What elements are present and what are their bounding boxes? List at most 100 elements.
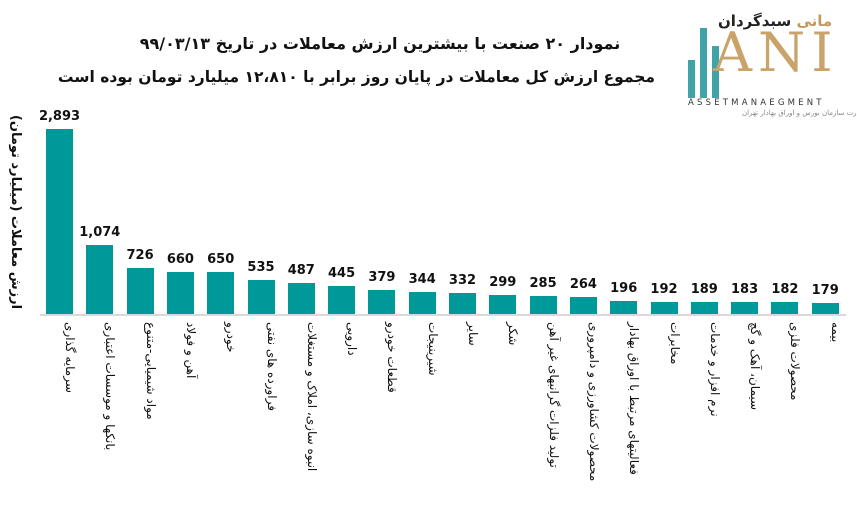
bar xyxy=(449,292,476,314)
bar xyxy=(771,302,799,314)
category-label-text: انبوه سازی، املاک و مستغلات xyxy=(304,322,319,472)
category-label-text: مواد شیمیایی-متنوع xyxy=(143,322,158,420)
bar xyxy=(610,301,638,314)
bar xyxy=(126,267,154,314)
bar-value-label: 650 xyxy=(207,252,235,268)
bar xyxy=(166,271,194,314)
x-axis-line xyxy=(40,314,846,316)
bar-value-label: 1,074 xyxy=(79,225,121,241)
category-label: دارویی xyxy=(342,322,362,512)
category-label-text: فعالیتهای مرتبط با اوراق بهادار xyxy=(627,322,642,475)
bar-column: 332 xyxy=(449,271,476,314)
category-label-text: قطعات خودرو xyxy=(385,322,400,393)
category-label-text: بانکها و موسسات اعتباری xyxy=(103,322,118,451)
category-label-text: شکر xyxy=(506,322,521,346)
bar xyxy=(569,297,597,314)
bar-value-label: 445 xyxy=(328,265,356,281)
category-label: شکر xyxy=(503,322,523,512)
category-label-text: تولید فلزات گرانبهای غیر آهن xyxy=(546,322,561,468)
chart-subtitle: مجموع ارزش کل معاملات در پایان روز برابر… xyxy=(57,68,655,86)
bar xyxy=(731,302,759,314)
bar-column: 2,893 xyxy=(39,107,80,314)
logo-bar-1 xyxy=(688,60,695,98)
logo-bar-3 xyxy=(712,46,719,98)
bar xyxy=(489,294,517,314)
category-label: فراورده های نفتی xyxy=(262,322,282,512)
bar-column: 192 xyxy=(650,280,678,314)
category-label-text: آهن و فولاد xyxy=(183,322,198,379)
bar-column: 179 xyxy=(812,281,839,314)
logo-brand-ani: ANI xyxy=(713,21,839,84)
company-logo: مانی سبدگردان ANI ASSETMANAEGMENT تحت نظ… xyxy=(680,10,857,120)
bar xyxy=(529,295,557,314)
bar-value-label: 179 xyxy=(811,282,839,298)
bar-value-label: 264 xyxy=(569,277,597,293)
bar-value-label: 183 xyxy=(731,282,759,298)
category-label: محصولات کشاورزی و دامپروری xyxy=(584,322,604,512)
category-label-text: دارویی xyxy=(345,322,360,356)
category-label: سیمان، آهک و گچ xyxy=(745,322,765,512)
category-label: تولید فلزات گرانبهای غیر آهن xyxy=(544,322,564,512)
category-label: فعالیتهای مرتبط با اوراق بهادار xyxy=(624,322,644,512)
bar xyxy=(328,285,356,314)
bar-column: 182 xyxy=(771,280,798,314)
chart-title: نمودار ۲۰ صنعت با بیشترین ارزش معاملات د… xyxy=(139,34,621,53)
bar-value-label: 299 xyxy=(489,274,517,290)
bar xyxy=(690,301,718,314)
bar-column: 650 xyxy=(207,250,234,314)
bar xyxy=(368,289,396,314)
bar-value-label: 535 xyxy=(247,259,275,275)
category-label: محصولات فلزی xyxy=(785,322,805,512)
category-label: بیمه xyxy=(826,322,846,512)
category-label-text: نرم افزار و خدمات xyxy=(707,322,722,417)
y-axis-label: ارزش معاملات (میلیارد تومان) xyxy=(8,114,23,310)
category-label-text: سیمان، آهک و گچ xyxy=(748,322,763,411)
bar-column: 726 xyxy=(127,246,154,314)
category-label-text: محصولات فلزی xyxy=(788,322,803,401)
bar-column: 535 xyxy=(247,258,275,314)
bar-value-label: 344 xyxy=(408,272,436,288)
bar-column: 196 xyxy=(610,279,637,314)
category-label: آهن و فولاد xyxy=(181,322,201,512)
bar-column: 379 xyxy=(368,268,395,314)
category-label: بانکها و موسسات اعتباری xyxy=(100,322,120,512)
category-label-text: مخابرات xyxy=(667,322,682,365)
category-label: مواد شیمیایی-متنوع xyxy=(141,322,161,512)
category-label: سرمایه گذاری xyxy=(60,322,80,512)
category-label-text: شیرینیجات xyxy=(425,322,440,376)
category-label-text: محصولات کشاورزی و دامپروری xyxy=(586,322,601,482)
bar-value-label: 487 xyxy=(287,262,315,278)
bar-column: 189 xyxy=(691,280,718,314)
bar-value-label: 285 xyxy=(529,275,557,291)
category-label: شیرینیجات xyxy=(423,322,443,512)
plot-area: 2,893 1,074 726 660 650 535 487 445 379 344 332 299… xyxy=(39,100,840,314)
bar-value-label: 192 xyxy=(650,281,678,297)
bar xyxy=(207,272,235,314)
bar xyxy=(247,279,275,314)
bar-column: 264 xyxy=(570,275,597,314)
logo-tagline: تحت نظارت سازمان بورس و اوراق بهادار تهر… xyxy=(742,109,857,117)
logo-brand-fa: مانی سبدگردان xyxy=(718,12,833,30)
bar-column: 660 xyxy=(167,250,194,314)
bar-value-label: 660 xyxy=(166,251,194,267)
bar-value-label: 196 xyxy=(610,281,638,297)
bar-column: 285 xyxy=(530,274,557,314)
category-label: انبوه سازی، املاک و مستغلات xyxy=(302,322,322,512)
bar-value-label: 182 xyxy=(771,282,799,298)
category-label-text: سایر xyxy=(466,322,480,346)
category-label-text: سرمایه گذاری xyxy=(63,322,77,393)
bar-value-label: 726 xyxy=(126,247,154,263)
bar-column: 344 xyxy=(409,270,436,314)
bar-value-label: 189 xyxy=(690,281,718,297)
bar-column: 445 xyxy=(328,264,355,314)
category-label-text: بیمه xyxy=(828,322,843,343)
bar xyxy=(811,302,839,314)
category-label: نرم افزار و خدمات xyxy=(705,322,725,512)
bar xyxy=(650,301,678,314)
category-label: مخابرات xyxy=(665,322,685,512)
bar xyxy=(408,292,436,314)
bar xyxy=(287,282,315,314)
bar-column: 487 xyxy=(288,261,315,314)
bar xyxy=(86,245,114,314)
bar-column: 1,074 xyxy=(79,223,120,314)
